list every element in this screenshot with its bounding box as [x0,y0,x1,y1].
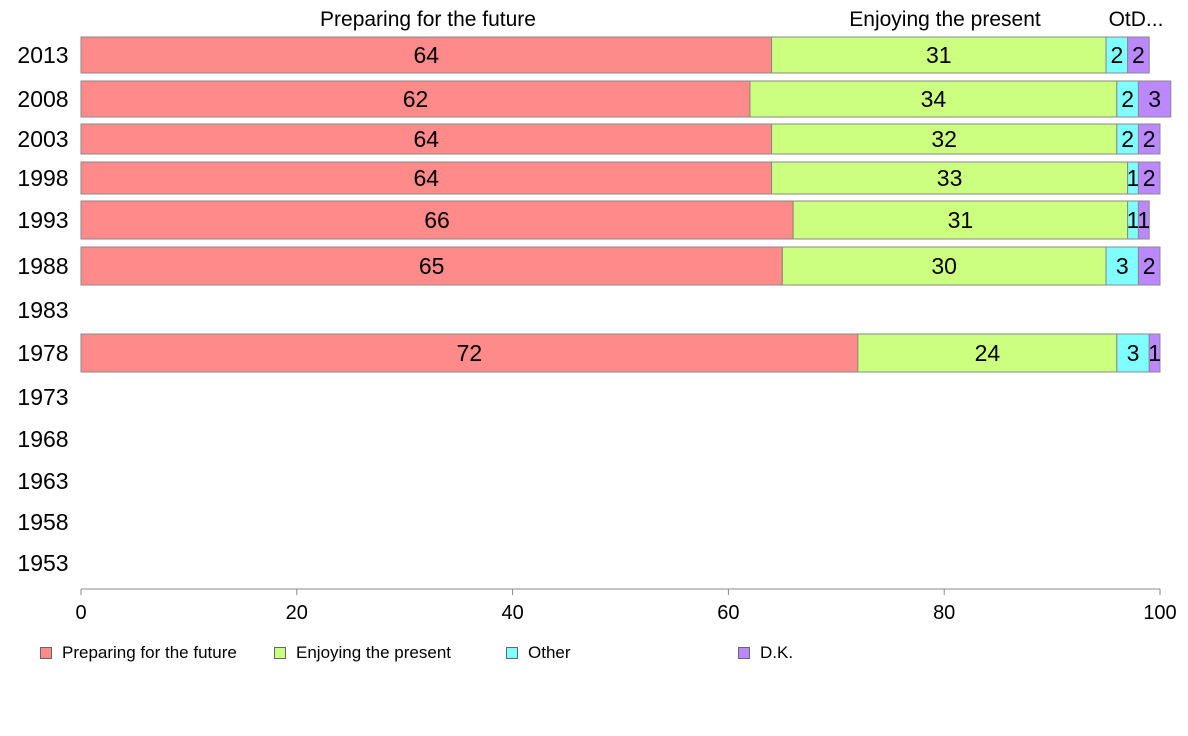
category-label-1968: 1968 [17,426,68,452]
category-label-1958: 1958 [17,509,68,535]
bar-1993-series-1 [792,200,1129,240]
data-label-2013-series-2: 2 [1110,42,1123,68]
bar-2013-series-0 [80,36,773,74]
data-label-2013-series-0: 64 [413,42,439,68]
legend-swatch-dk [738,647,750,659]
bar-2008-series-1 [749,80,1118,118]
bar-1978-series-1 [857,333,1118,373]
legend-label-dk: D.K. [760,643,794,662]
data-label-1978-series-2: 3 [1127,340,1140,366]
data-label-1993-series-2: 1 [1127,207,1140,233]
data-label-1988-series-3: 2 [1143,253,1156,279]
legend-item-dk: D.K. [738,643,793,663]
bar-1998-series-3 [1137,161,1161,195]
data-label-1993-series-3: 1 [1137,207,1150,233]
bar-2013-series-1 [771,36,1107,74]
legend-label-preparing: Preparing for the future [62,643,237,662]
bar-1993-series-0 [80,200,794,240]
category-label-1978: 1978 [17,340,68,366]
category-label-1973: 1973 [17,384,68,410]
data-label-1993-series-1: 31 [948,207,974,233]
bar-1988-series-1 [781,246,1107,286]
x-tick-label-100: 100 [1143,602,1176,624]
bar-1998-series-1 [771,161,1129,195]
data-label-1993-series-0: 66 [424,207,450,233]
category-label-2008: 2008 [17,86,68,112]
data-label-2003-series-0: 64 [413,126,439,152]
bar-2003-series-3 [1137,123,1161,155]
bar-2003-series-0 [80,123,773,155]
category-label-2003: 2003 [17,126,68,152]
legend-item-enjoying: Enjoying the present [274,643,451,663]
data-label-1998-series-3: 2 [1143,165,1156,191]
bar-2013-series-3 [1127,36,1150,74]
data-label-1978-series-1: 24 [975,340,1001,366]
data-label-1998-series-0: 64 [413,165,439,191]
legend: Preparing for the future Enjoying the pr… [0,643,1188,663]
bar-1988-series-3 [1137,246,1161,286]
legend-swatch-preparing [40,647,52,659]
category-label-1993: 1993 [17,207,68,233]
category-label-2013: 2013 [17,42,68,68]
bar-1988-series-0 [80,246,783,286]
column-header-2: OtD... [1109,8,1164,31]
data-label-2008-series-0: 62 [403,86,429,112]
category-label-1963: 1963 [17,468,68,494]
column-header-1: Enjoying the present [849,8,1041,31]
data-label-1988-series-1: 30 [931,253,957,279]
bar-1978-series-3 [1148,333,1161,373]
data-label-1978-series-0: 72 [457,340,483,366]
data-label-2008-series-1: 34 [921,86,947,112]
data-label-2013-series-3: 2 [1132,42,1145,68]
data-label-2003-series-3: 2 [1143,126,1156,152]
x-tick-label-80: 80 [933,602,955,624]
data-label-2008-series-2: 2 [1121,86,1134,112]
x-tick-label-20: 20 [286,602,308,624]
data-label-1978-series-3: 1 [1148,340,1161,366]
data-label-2003-series-2: 2 [1121,126,1134,152]
legend-swatch-other [506,647,518,659]
bar-1988-series-2 [1105,246,1139,286]
data-label-1988-series-2: 3 [1116,253,1129,279]
data-label-2008-series-3: 3 [1148,86,1161,112]
data-label-1988-series-0: 65 [419,253,445,279]
legend-label-other: Other [528,643,571,662]
x-tick-label-0: 0 [75,602,86,624]
legend-label-enjoying: Enjoying the present [296,643,451,662]
data-label-2013-series-1: 31 [926,42,952,68]
legend-item-other: Other [506,643,571,663]
data-label-1998-series-1: 33 [937,165,963,191]
bar-2008-series-3 [1137,80,1172,118]
data-label-2003-series-1: 32 [931,126,957,152]
x-tick-label-40: 40 [501,602,523,624]
category-label-1988: 1988 [17,253,68,279]
bar-1993-series-3 [1137,200,1150,240]
category-label-1983: 1983 [17,297,68,323]
column-header-0: Preparing for the future [320,8,536,31]
legend-item-preparing: Preparing for the future [40,643,237,663]
category-label-1953: 1953 [17,550,68,576]
x-tick-label-60: 60 [717,602,739,624]
bar-2003-series-1 [771,123,1118,155]
legend-swatch-enjoying [274,647,286,659]
bar-1998-series-0 [80,161,773,195]
category-label-1998: 1998 [17,165,68,191]
data-label-1998-series-2: 1 [1127,165,1140,191]
